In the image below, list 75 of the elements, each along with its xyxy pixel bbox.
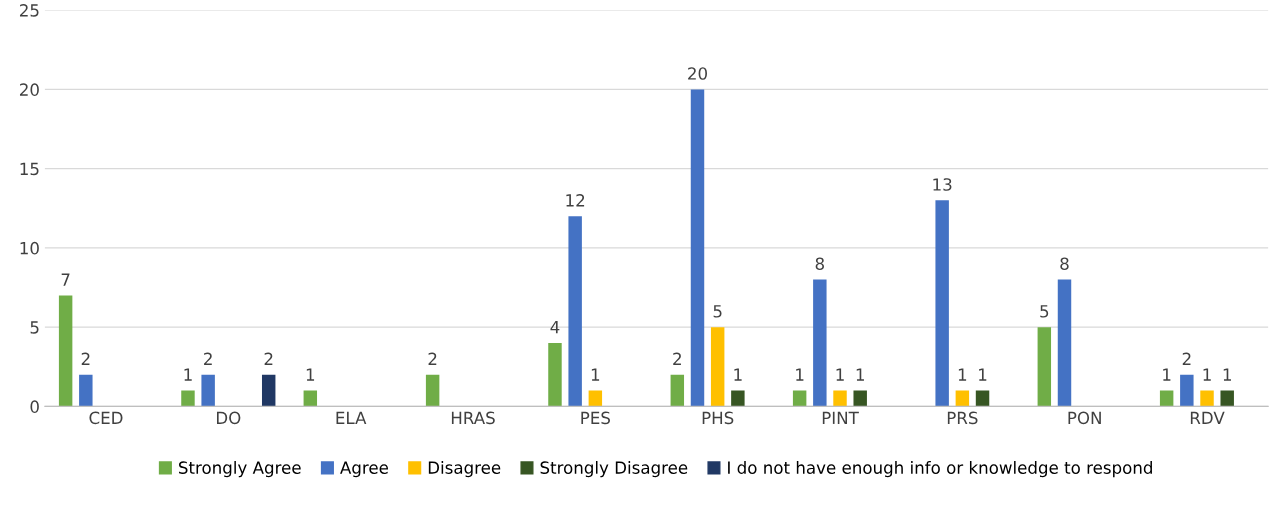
data-label: 2 <box>673 352 681 365</box>
data-label: 1 <box>979 368 987 381</box>
y-tick-label: 15 <box>20 162 39 176</box>
bar <box>975 390 990 407</box>
bar <box>853 390 867 407</box>
y-tick-label: 0 <box>30 400 39 413</box>
bar <box>201 374 215 407</box>
bar <box>935 200 949 407</box>
bar <box>261 374 276 407</box>
x-tick-label: PHS <box>702 411 734 425</box>
bar <box>1057 279 1072 407</box>
data-label: 2 <box>1182 352 1191 365</box>
x-tick-label: PES <box>581 411 610 425</box>
data-label: 8 <box>815 257 824 271</box>
data-label: 1 <box>734 368 742 381</box>
bar <box>670 374 685 407</box>
data-label: 5 <box>713 305 722 318</box>
data-label: 1 <box>1223 368 1231 381</box>
data-label: 8 <box>1060 257 1069 271</box>
data-label: 5 <box>1040 305 1049 318</box>
data-label: 1 <box>306 368 315 381</box>
data-label: 1 <box>184 368 192 381</box>
data-label: 1 <box>1203 368 1211 381</box>
x-tick-label: PON <box>1068 411 1101 425</box>
data-label: 1 <box>958 368 967 381</box>
bar <box>731 390 745 407</box>
legend-label: I do not have enough info or knowledge to respond <box>728 461 1152 478</box>
bar <box>1159 390 1174 407</box>
bar <box>303 390 318 407</box>
bar <box>833 390 847 407</box>
data-label: 20 <box>688 67 707 80</box>
data-label: 2 <box>81 352 90 365</box>
data-label: 2 <box>264 352 273 365</box>
x-tick-label: DO <box>217 411 241 425</box>
bar <box>710 327 725 407</box>
bar <box>588 390 603 407</box>
bar <box>181 390 195 407</box>
x-tick-label: HRAS <box>451 411 495 425</box>
x-tick-label: RDV <box>1190 411 1225 424</box>
bar <box>792 390 807 407</box>
data-label: 4 <box>550 321 560 334</box>
y-tick-label: 5 <box>30 321 39 334</box>
data-label: 1 <box>796 368 804 381</box>
bar <box>1220 390 1234 407</box>
bar <box>955 390 970 407</box>
bar <box>1200 390 1214 407</box>
data-label: 1 <box>836 368 844 381</box>
y-tick-label: 25 <box>19 4 39 17</box>
bar <box>548 343 562 407</box>
legend-label: Strongly Agree <box>178 461 301 478</box>
bar <box>690 89 705 407</box>
data-label: 13 <box>933 178 952 191</box>
y-tick-label: 10 <box>20 241 39 255</box>
bar <box>813 279 827 407</box>
data-label: 7 <box>61 273 70 286</box>
data-label: 2 <box>204 352 212 365</box>
bar <box>1037 327 1052 407</box>
bar <box>568 216 582 407</box>
x-tick-label: ELA <box>336 411 367 424</box>
y-tick-label: 20 <box>19 83 39 96</box>
bar <box>425 374 440 407</box>
bar <box>58 295 73 407</box>
data-label: 1 <box>1163 368 1171 381</box>
data-label: 2 <box>428 352 437 365</box>
data-label: 1 <box>856 368 864 381</box>
data-label: 12 <box>566 194 585 207</box>
data-label: 1 <box>591 368 600 381</box>
legend-label: Agree <box>340 461 388 478</box>
bar <box>79 374 93 407</box>
x-tick-label: PINT <box>822 411 859 424</box>
x-tick-label: PRS <box>947 411 978 425</box>
legend-label: Disagree <box>428 461 501 478</box>
bar <box>1180 374 1194 407</box>
x-tick-label: CED <box>89 411 123 425</box>
legend-label: Strongly Disagree <box>540 461 688 478</box>
